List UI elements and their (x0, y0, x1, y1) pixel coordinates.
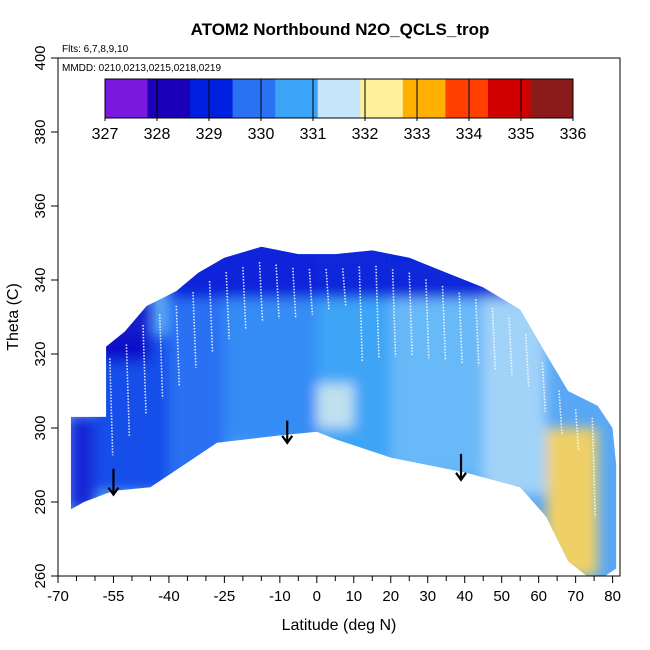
colorbar-swatch (105, 79, 148, 118)
colorbar-swatch (232, 79, 276, 118)
arrow-head (281, 435, 294, 445)
colorbar-tick-label: 330 (248, 126, 275, 143)
colorbar-swatch (487, 79, 531, 118)
x-tick-label: 10 (345, 588, 362, 605)
colorbar-tick-label: 332 (352, 126, 379, 143)
x-axis-title: Latitude (deg N) (282, 617, 397, 634)
x-tick-label: 0 (313, 588, 321, 605)
x-tick-label: 30 (419, 588, 436, 605)
x-tick-label: 20 (382, 588, 399, 605)
x-tick-label: 80 (604, 588, 621, 605)
value-cell (316, 383, 354, 428)
y-tick-label: 340 (32, 267, 49, 292)
value-cell (483, 298, 547, 495)
colorbar: 327 328 329 330 331 332 333 334 335 336 (92, 78, 587, 143)
x-tick-label: -55 (103, 588, 125, 605)
value-cell (546, 428, 598, 576)
value-cell (70, 416, 95, 510)
dates-annotation: MMDD: 0210,0213,0215,0218,0219 (62, 63, 221, 74)
x-tick-label: -25 (214, 588, 236, 605)
y-axis: 260 280 300 320 340 360 380 400 (32, 45, 58, 589)
colorbar-swatch (275, 79, 319, 118)
y-tick-label: 320 (32, 341, 49, 366)
arrow-head (455, 472, 467, 482)
x-tick-label: 50 (493, 588, 510, 605)
x-tick-label: -40 (158, 588, 180, 605)
colorbar-swatch (530, 79, 574, 118)
data-layer (70, 246, 617, 576)
x-tick-label: 60 (530, 588, 547, 605)
colorbar-tick-label: 336 (560, 126, 587, 143)
flights-annotation: Flts: 6,7,8,9,10 (62, 44, 129, 55)
value-cell (168, 246, 539, 299)
colorbar-tick-label: 335 (508, 126, 535, 143)
y-axis-title: Theta (C) (5, 283, 22, 351)
x-axis: -70 -55 -40 -25 -10 0 10 20 30 40 50 60 70 80 (47, 576, 621, 605)
flight-track-profiles (109, 262, 596, 518)
colorbar-tick-label: 333 (404, 126, 431, 143)
flight-tracks (109, 262, 596, 518)
value-cells (70, 246, 598, 576)
plot-frame (57, 57, 621, 577)
y-tick-label: 380 (32, 119, 49, 144)
x-tick-label: -70 (47, 588, 69, 605)
chart-title: ATOM2 Northbound N2O_QCLS_trop (191, 20, 490, 39)
x-tick-label: 70 (567, 588, 584, 605)
colorbar-tick-label: 328 (144, 126, 171, 143)
colorbar-tick-label: 327 (92, 126, 119, 143)
colorbar-tick-label: 331 (300, 126, 327, 143)
colorbar-swatch (402, 79, 446, 118)
colorbar-tick-label: 329 (196, 126, 223, 143)
arrow-head (107, 486, 120, 497)
colorbar-swatch (317, 79, 361, 118)
colorbar-swatch (190, 79, 234, 118)
colorbar-swatch (445, 79, 489, 118)
colorbar-tick-label: 334 (456, 126, 483, 143)
y-tick-label: 300 (32, 415, 49, 440)
arrows (107, 420, 467, 497)
y-tick-label: 260 (32, 563, 49, 588)
y-tick-label: 400 (32, 45, 49, 70)
y-tick-label: 360 (32, 193, 49, 218)
colorbar-swatch (147, 79, 191, 118)
colorbar-swatch (360, 79, 404, 118)
x-tick-label: -10 (269, 588, 291, 605)
x-tick-label: 40 (456, 588, 473, 605)
y-tick-label: 280 (32, 489, 49, 514)
value-cell (95, 298, 151, 362)
